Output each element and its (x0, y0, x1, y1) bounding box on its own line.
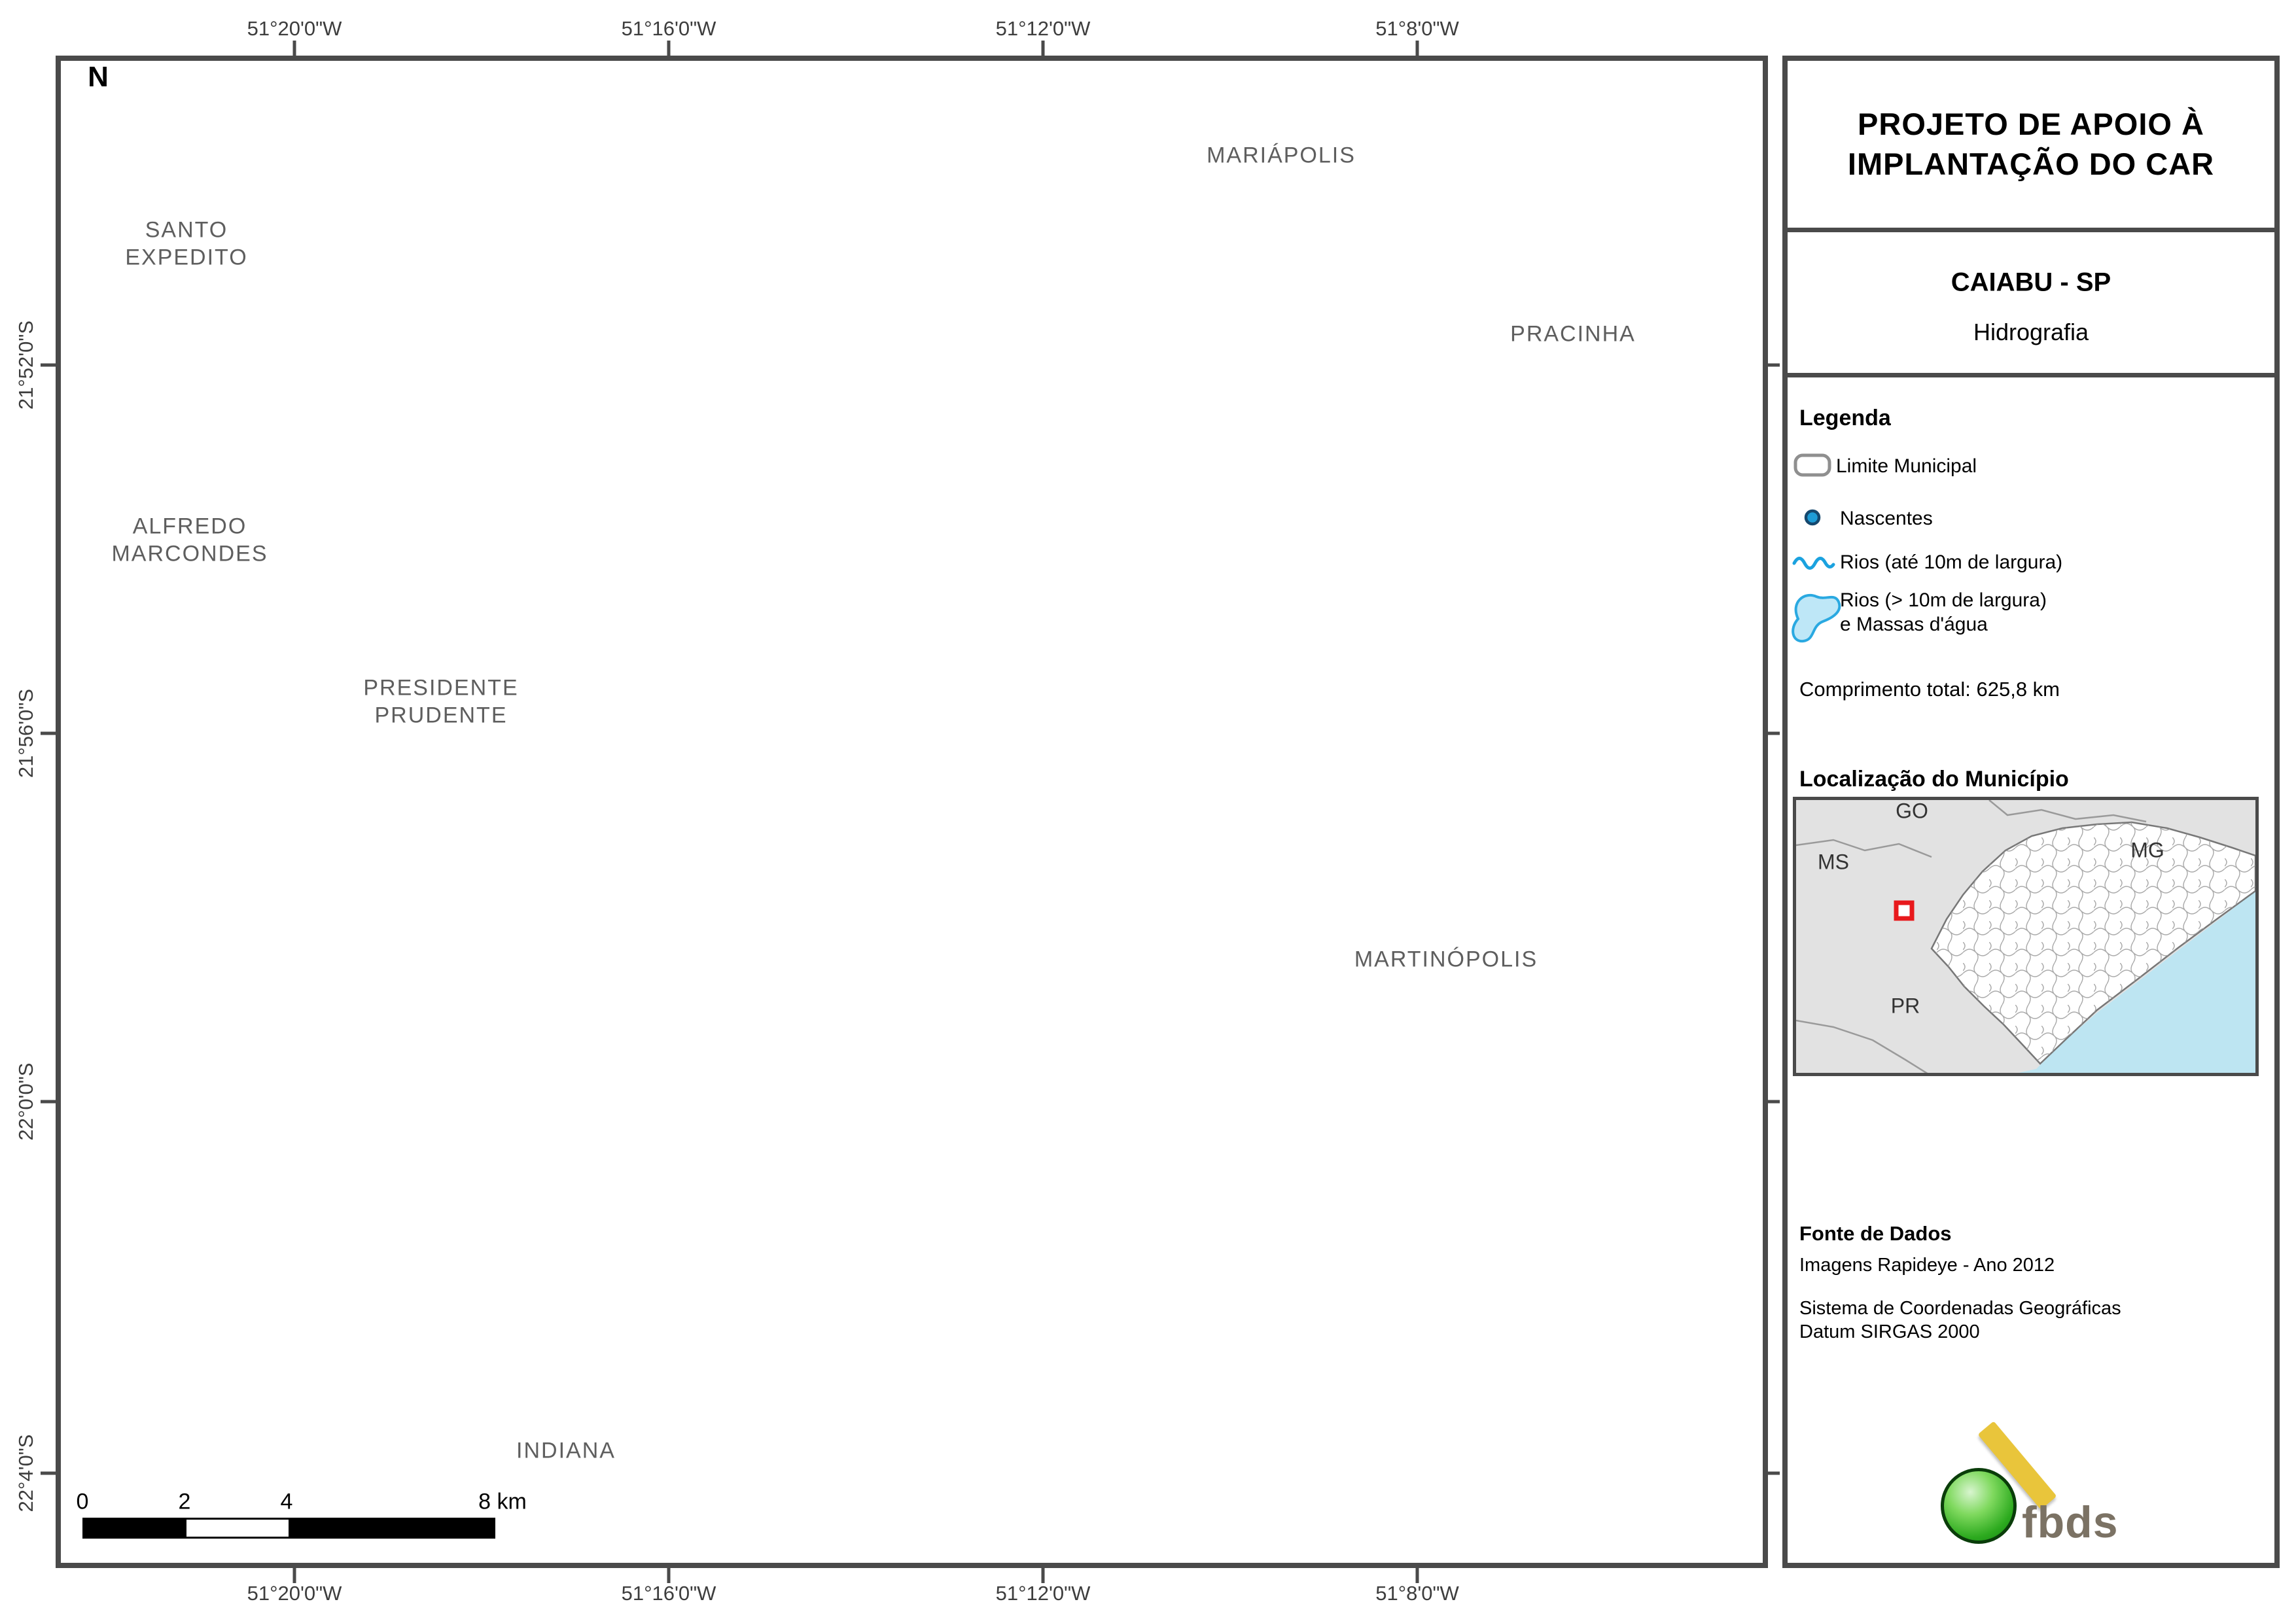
total-length: Comprimento total: 625,8 km (1799, 678, 2060, 701)
municipality-title: CAIABU - SP (1951, 268, 2111, 297)
coord-bottom-4: 51°8'0"W (1375, 1582, 1459, 1605)
coord-bottom-1: 51°20'0"W (247, 1582, 342, 1605)
legend-massas-label-2: e Massas d'água (1840, 614, 1988, 635)
map-theme: Hidrografia (1973, 319, 2089, 345)
scale-bar-segment (186, 1520, 289, 1537)
legend-rios-label: Rios (até 10m de largura) (1840, 551, 2063, 573)
coord-left-2: 21°56'0"S (14, 688, 37, 778)
coord-top-3: 51°12'0"W (995, 17, 1091, 40)
legend-header: Legenda (1799, 406, 1891, 430)
inset-label-go: GO (1896, 799, 1928, 823)
inset-label-mg: MG (2130, 838, 2164, 862)
location-header: Localização do Município (1799, 767, 2069, 792)
legend-nascentes-label: Nascentes (1840, 508, 1933, 529)
source-imagery: Imagens Rapideye - Ano 2012 (1799, 1255, 2055, 1276)
coord-top-4: 51°8'0"W (1375, 17, 1459, 40)
label-santo-expedito: SANTO (145, 217, 228, 243)
title-block: PROJETO DE APOIO À IMPLANTAÇÃO DO CAR (1788, 61, 2274, 232)
label-pracinha: PRACINHA (1510, 321, 1636, 347)
legend-massas-label-1: Rios (> 10m de largura) (1840, 589, 2047, 611)
coord-left-3: 22°0'0"S (14, 1062, 37, 1141)
coord-bottom-2: 51°16'0"W (621, 1582, 716, 1605)
scale-bar-segment (289, 1520, 493, 1537)
north-label: N (88, 61, 109, 93)
scale-tick-8: 8 km (478, 1489, 527, 1514)
coord-bottom-3: 51°12'0"W (995, 1582, 1091, 1605)
scale-bar (82, 1518, 495, 1539)
scale-tick-4: 4 (280, 1489, 293, 1514)
fbds-logo-sphere (1941, 1468, 2017, 1544)
label-mariapolis: MARIÁPOLIS (1207, 143, 1356, 168)
inset-label-ms: MS (1818, 850, 1849, 874)
legend-limite-label: Limite Municipal (1836, 455, 1977, 477)
project-title-line2: IMPLANTAÇÃO DO CAR (1847, 146, 2215, 181)
source-crs-1: Sistema de Coordenadas Geográficas (1799, 1298, 2121, 1319)
source-header: Fonte de Dados (1799, 1222, 1952, 1245)
coord-left-1: 21°52'0"S (14, 320, 37, 410)
scale-tick-0: 0 (76, 1489, 89, 1514)
fbds-logo-text: fbds (2022, 1497, 2119, 1547)
label-indiana: INDIANA (516, 1438, 616, 1463)
subtitle-block (1788, 232, 2274, 377)
project-title-line1: PROJETO DE APOIO À (1858, 107, 2204, 142)
scale-bar-segment (84, 1520, 186, 1537)
label-santo-expedito-2: EXPEDITO (125, 245, 248, 270)
label-presidente-prudente: PRESIDENTE (363, 675, 519, 701)
inset-label-pr: PR (1890, 994, 1920, 1018)
coord-top-1: 51°20'0"W (247, 17, 342, 40)
label-alfredo-marcondes: ALFREDO (132, 514, 247, 539)
scale-tick-2: 2 (178, 1489, 191, 1514)
source-crs-2: Datum SIRGAS 2000 (1799, 1321, 1980, 1342)
location-inset-frame (1793, 797, 2259, 1076)
coord-left-4: 22°4'0"S (14, 1434, 37, 1512)
label-martinopolis: MARTINÓPOLIS (1354, 947, 1538, 972)
label-alfredo-marcondes-2: MARCONDES (111, 541, 268, 567)
map-frame (56, 56, 1768, 1568)
label-presidente-prudente-2: PRUDENTE (374, 703, 508, 728)
coord-top-2: 51°16'0"W (621, 17, 716, 40)
